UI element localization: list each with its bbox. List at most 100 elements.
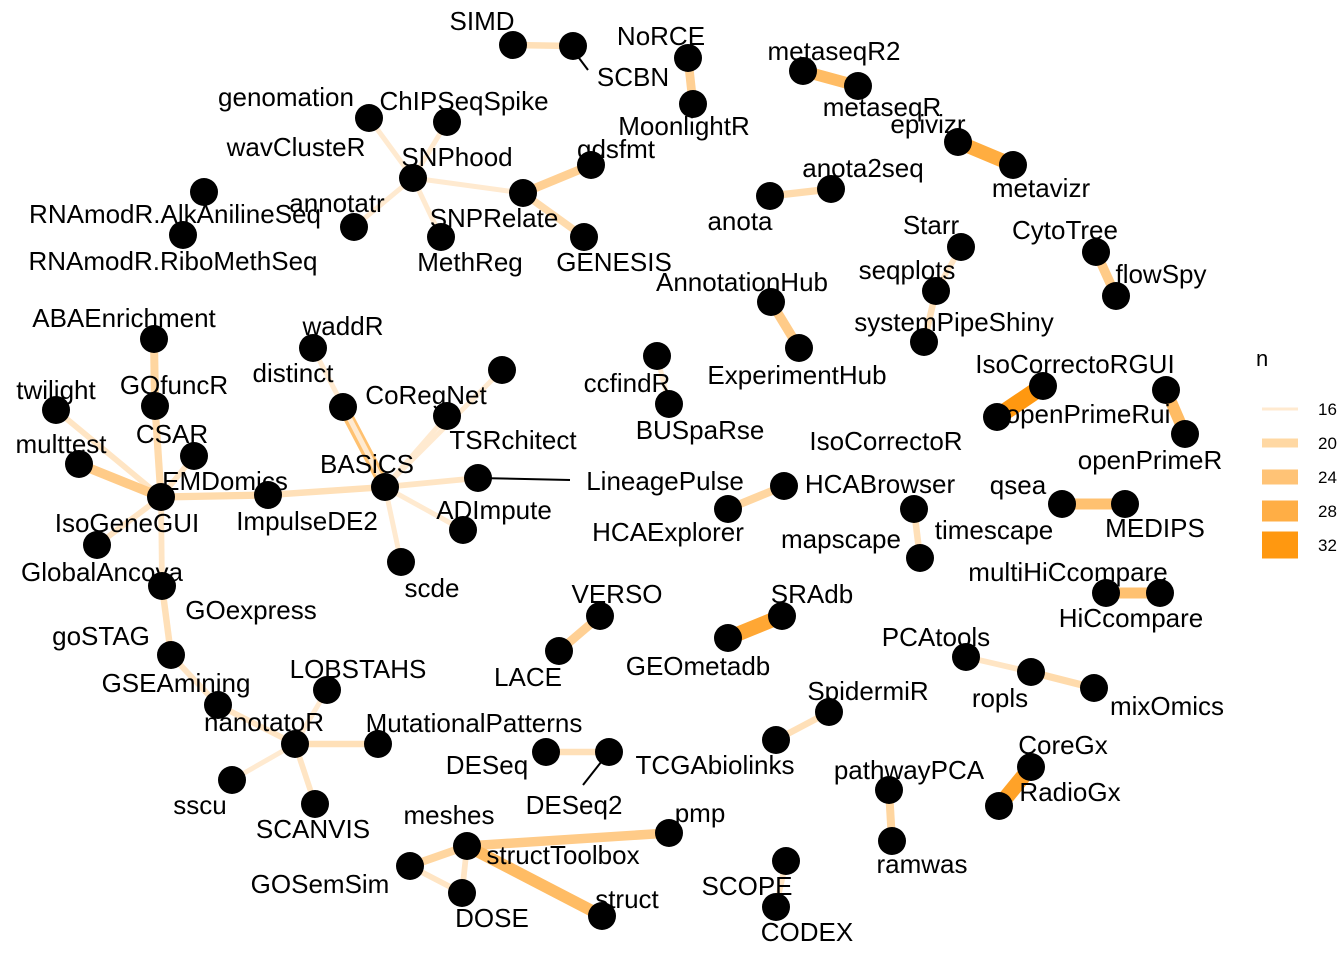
node-label-GOfuncR: GOfuncR: [120, 370, 228, 400]
node-ExperimentHub[interactable]: [785, 334, 813, 362]
node-SCBN[interactable]: [559, 32, 587, 60]
node-label-SNPRelate: SNPRelate: [430, 203, 559, 233]
node-metavizr[interactable]: [999, 151, 1027, 179]
node-NoRCE[interactable]: [674, 44, 702, 72]
node-SNPRelate[interactable]: [509, 179, 537, 207]
node-twilight[interactable]: [42, 396, 70, 424]
node-BUSpaRse[interactable]: [655, 390, 683, 418]
node-TCGAbiolinks[interactable]: [762, 726, 790, 754]
node-GEOmetadb[interactable]: [714, 624, 742, 652]
node-DESeq[interactable]: [532, 738, 560, 766]
node-LOBSTAHS[interactable]: [313, 676, 341, 704]
node-RNAmodR.AlkAnilineSeq[interactable]: [190, 178, 218, 206]
node-label-TSRchitect: TSRchitect: [449, 425, 577, 455]
node-CoRegNet[interactable]: [433, 402, 461, 430]
node-pmp[interactable]: [655, 819, 683, 847]
node-MEDIPS[interactable]: [1111, 490, 1139, 518]
node-label-VERSO: VERSO: [571, 579, 662, 609]
node-systemPipeShiny[interactable]: [910, 328, 938, 356]
node-ramwas[interactable]: [878, 827, 906, 855]
node-openPrimeR[interactable]: [1171, 420, 1199, 448]
node-RNAmodR.RiboMethSeq[interactable]: [169, 221, 197, 249]
node-MoonlightR[interactable]: [679, 90, 707, 118]
node-MethReg[interactable]: [427, 223, 455, 251]
node-struct[interactable]: [588, 902, 616, 930]
node-GOSemSim[interactable]: [396, 852, 424, 880]
node-label-DESeq: DESeq: [446, 750, 528, 780]
node-CoreGx[interactable]: [1017, 753, 1045, 781]
node-metaseqR[interactable]: [844, 72, 872, 100]
node-MutationalPatterns[interactable]: [364, 730, 392, 758]
node-SCOPE[interactable]: [772, 847, 800, 875]
node-meshes[interactable]: [453, 832, 481, 860]
node-gdsfmt[interactable]: [577, 151, 605, 179]
node-label-mapscape: mapscape: [781, 524, 901, 554]
node-GENESIS[interactable]: [570, 223, 598, 251]
node-AnnotationHub[interactable]: [757, 288, 785, 316]
node-multtest[interactable]: [65, 450, 93, 478]
node-TSRchitect[interactable]: [488, 356, 516, 384]
node-pathwayPCA[interactable]: [875, 776, 903, 804]
node-label-qsea: qsea: [990, 470, 1047, 500]
node-qsea[interactable]: [1048, 490, 1076, 518]
node-EMDomics[interactable]: [147, 483, 175, 511]
node-SCANVIS[interactable]: [301, 790, 329, 818]
node-timescape[interactable]: [906, 544, 934, 572]
node-DOSE[interactable]: [448, 879, 476, 907]
node-ropls[interactable]: [1017, 658, 1045, 686]
node-CytoTree[interactable]: [1082, 238, 1110, 266]
node-metaseqR2[interactable]: [789, 57, 817, 85]
node-wavClusteR[interactable]: [399, 164, 427, 192]
node-openPrimeRui[interactable]: [1152, 376, 1180, 404]
node-mixOmics[interactable]: [1080, 674, 1108, 702]
node-GSEAmining[interactable]: [204, 691, 232, 719]
node-label-genomation: genomation: [218, 82, 354, 112]
node-multiHiCcompare[interactable]: [1092, 579, 1120, 607]
node-IsoCorrectoRGUI[interactable]: [1029, 372, 1057, 400]
node-SRAdb[interactable]: [768, 602, 796, 630]
node-nanotatoR[interactable]: [281, 730, 309, 758]
node-genomation[interactable]: [355, 104, 383, 132]
node-sscu[interactable]: [218, 766, 246, 794]
node-VERSO[interactable]: [586, 602, 614, 630]
node-LineagePulse[interactable]: [464, 464, 492, 492]
node-CODEX[interactable]: [762, 893, 790, 921]
node-distinct[interactable]: [329, 393, 357, 421]
node-ImpulseDE2[interactable]: [254, 481, 282, 509]
node-seqplots[interactable]: [922, 277, 950, 305]
node-SpidermiR[interactable]: [815, 698, 843, 726]
node-SIMD[interactable]: [499, 31, 527, 59]
node-goSTAG[interactable]: [157, 641, 185, 669]
node-RadioGx[interactable]: [985, 792, 1013, 820]
node-GOfuncR[interactable]: [141, 392, 169, 420]
node-annotatr[interactable]: [340, 213, 368, 241]
node-HCAExplorer[interactable]: [714, 495, 742, 523]
nodes-layer: [42, 31, 1199, 930]
node-DESeq2[interactable]: [595, 738, 623, 766]
node-label-AnnotationHub: AnnotationHub: [656, 267, 828, 297]
node-BASiCS[interactable]: [371, 473, 399, 501]
node-IsoGeneGUI[interactable]: [83, 531, 111, 559]
node-anota[interactable]: [756, 182, 784, 210]
node-epivizr[interactable]: [944, 128, 972, 156]
node-Starr[interactable]: [947, 233, 975, 261]
node-ABAEnrichment[interactable]: [140, 325, 168, 353]
node-waddR[interactable]: [299, 334, 327, 362]
node-GlobalAncova[interactable]: [148, 572, 176, 600]
node-scde[interactable]: [387, 548, 415, 576]
node-IsoCorrectoR[interactable]: [983, 403, 1011, 431]
node-CSAR[interactable]: [180, 442, 208, 470]
node-mapscape[interactable]: [900, 495, 928, 523]
node-ADImpute[interactable]: [449, 516, 477, 544]
node-HCABrowser[interactable]: [770, 472, 798, 500]
node-ChIPSeqSpike[interactable]: [433, 108, 461, 136]
node-flowSpy[interactable]: [1102, 282, 1130, 310]
node-LACE[interactable]: [545, 637, 573, 665]
node-label-SCOPE: SCOPE: [701, 871, 792, 901]
node-HiCcompare[interactable]: [1146, 579, 1174, 607]
node-anota2seq[interactable]: [817, 175, 845, 203]
node-ccfindR[interactable]: [643, 342, 671, 370]
node-PCAtools[interactable]: [952, 643, 980, 671]
node-label-nanotatoR: nanotatoR: [204, 707, 324, 737]
node-label-SRAdb: SRAdb: [771, 579, 853, 609]
